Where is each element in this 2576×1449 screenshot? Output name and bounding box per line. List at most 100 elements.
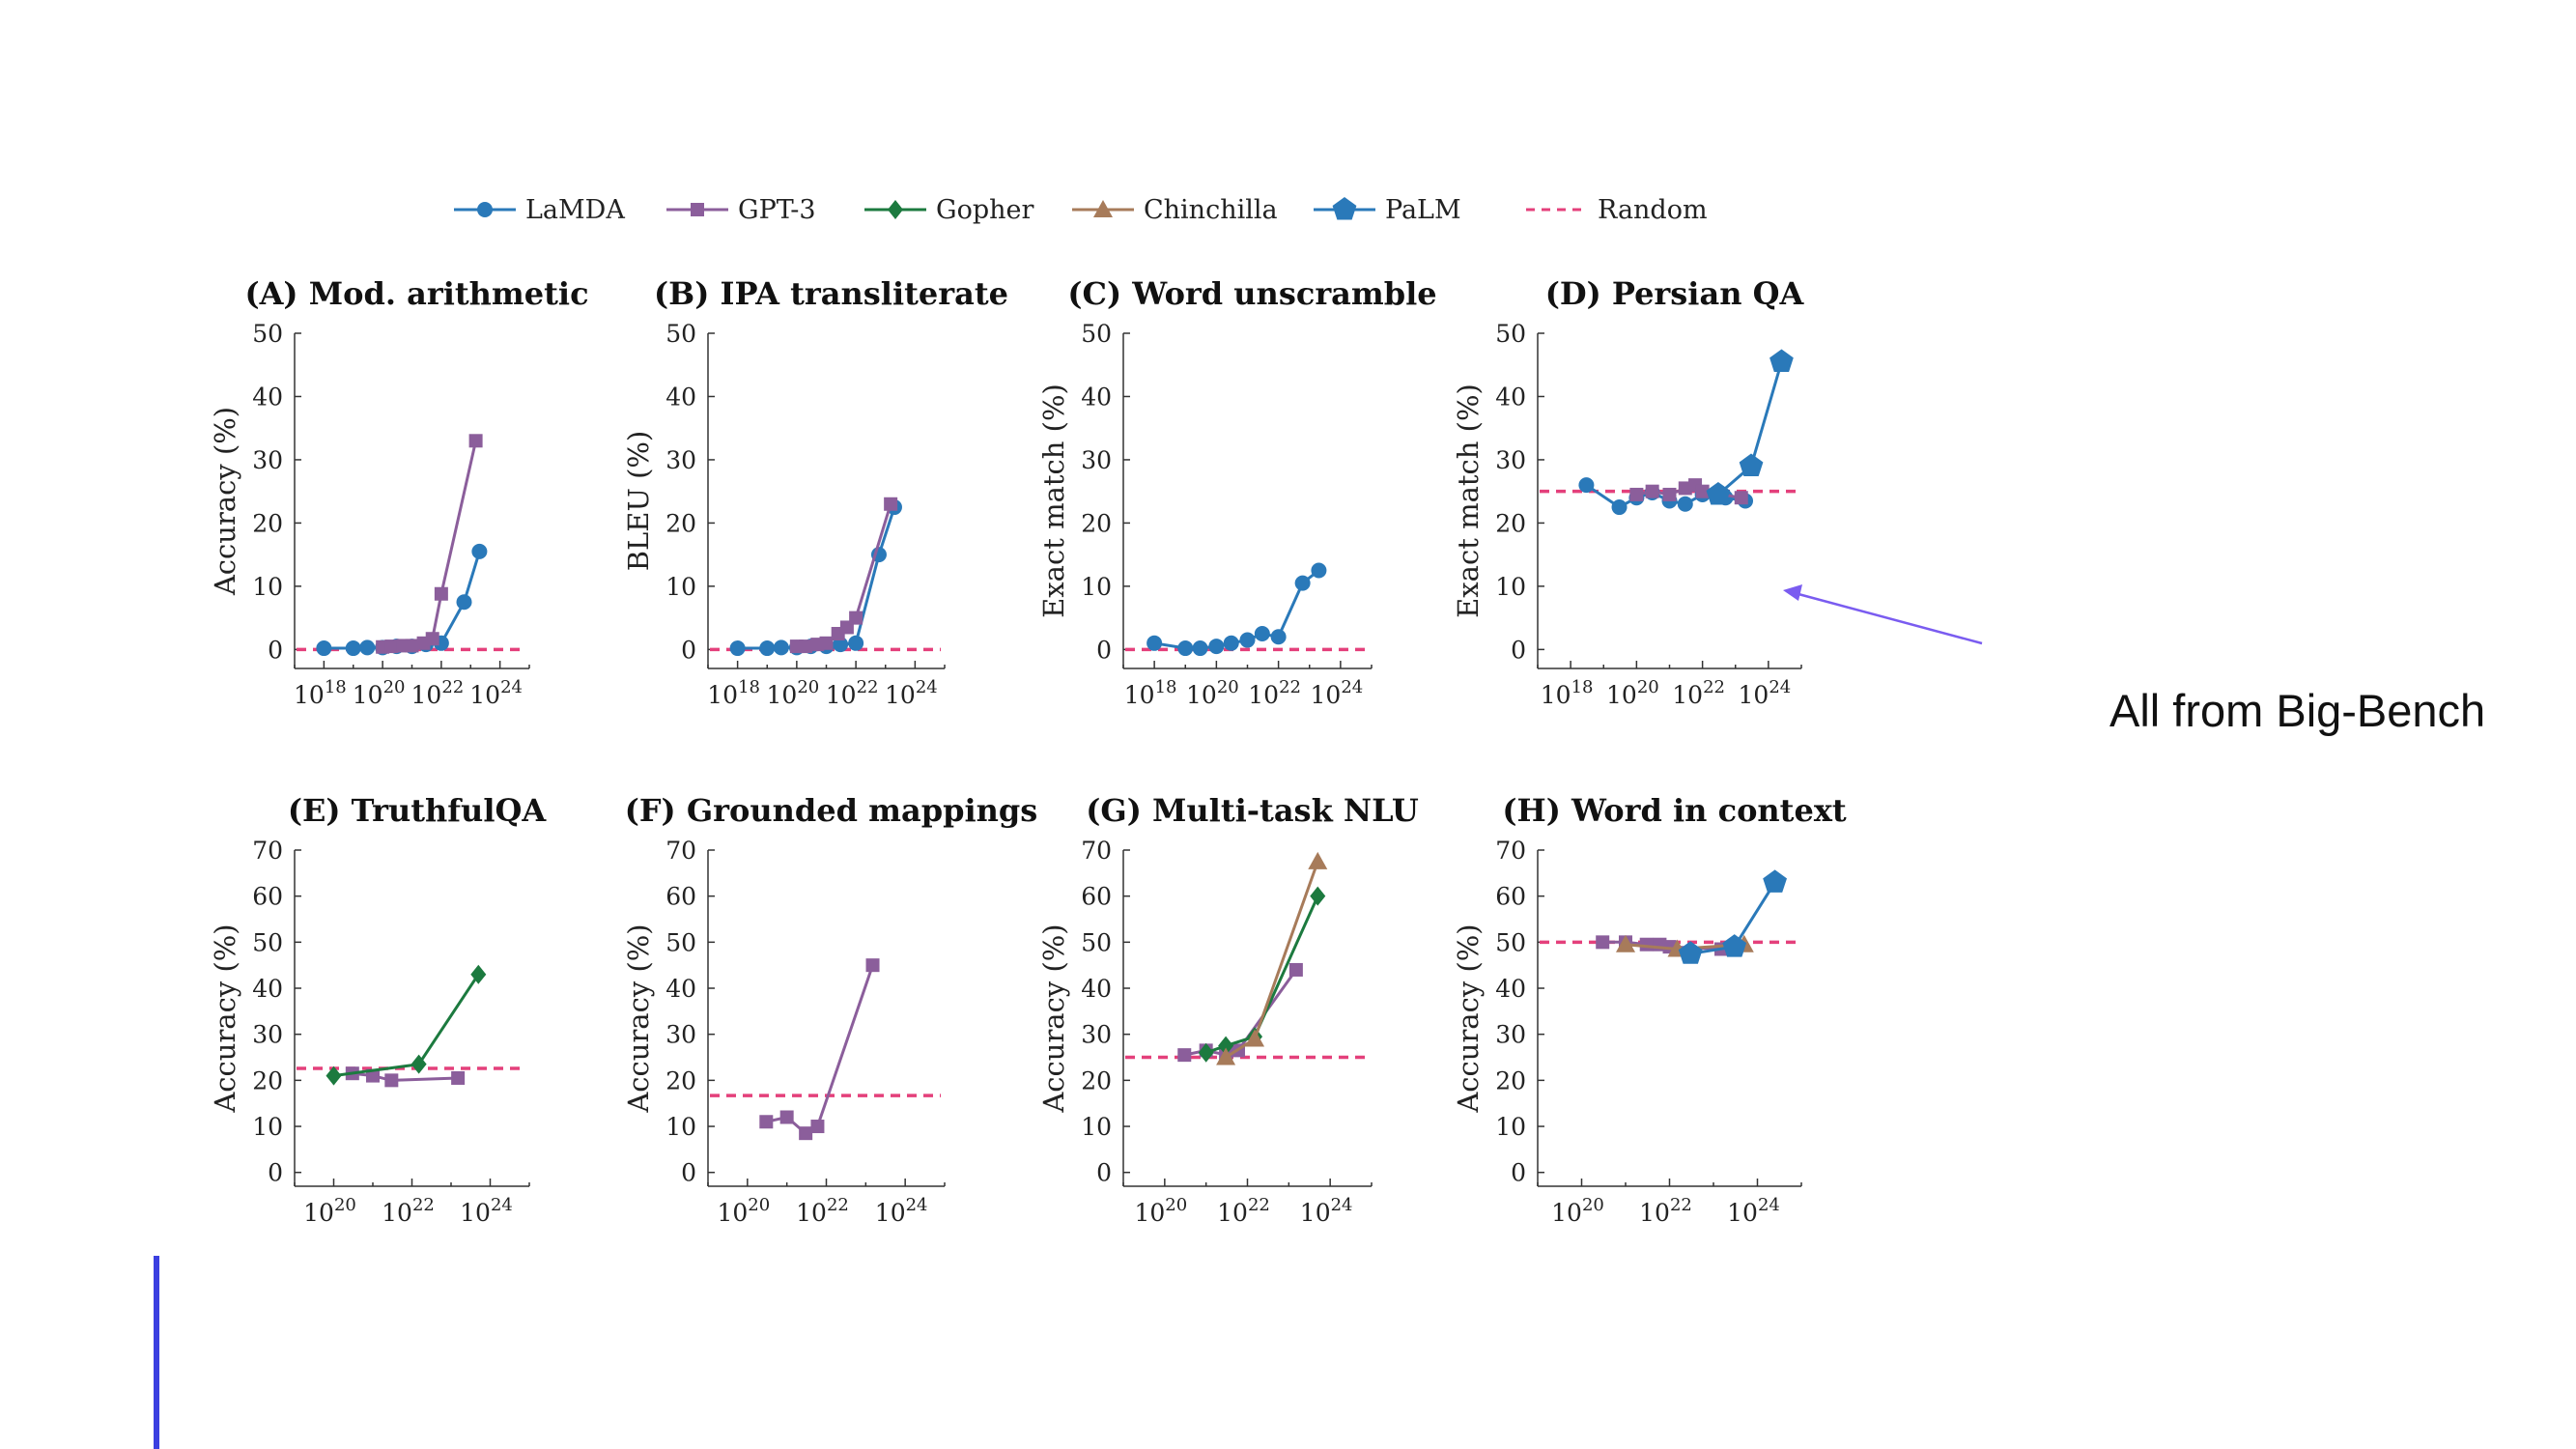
y-tick-label: 60 — [1495, 883, 1526, 911]
series-chinchilla — [1216, 851, 1328, 1065]
data-point — [1310, 886, 1326, 906]
data-point — [1616, 934, 1635, 952]
data-point — [359, 639, 376, 656]
data-point — [1177, 1048, 1192, 1063]
y-tick-label: 70 — [1495, 837, 1526, 865]
data-point — [884, 497, 898, 511]
legend-label: GPT-3 — [738, 195, 816, 225]
y-tick-label: 20 — [252, 509, 283, 537]
y-tick-label: 40 — [665, 975, 696, 1003]
data-point — [773, 639, 789, 656]
series-line — [333, 973, 480, 1078]
y-tick-label: 40 — [252, 975, 283, 1003]
x-tick-label: 1022 — [1248, 677, 1301, 709]
legend-label: Gopher — [936, 195, 1033, 225]
y-tick-label: 10 — [252, 573, 283, 601]
data-point — [1739, 453, 1764, 476]
data-point — [1177, 640, 1194, 657]
y-tick-label: 10 — [665, 1113, 696, 1141]
legend-marker — [888, 200, 903, 219]
panel-title: (D) Persian QA — [1545, 275, 1805, 312]
y-axis-label: Accuracy (%) — [1452, 923, 1485, 1113]
y-tick-label: 20 — [1081, 1066, 1112, 1094]
data-point — [384, 639, 399, 654]
x-tick-label: 1020 — [717, 1195, 770, 1227]
y-tick-label: 30 — [1495, 1021, 1526, 1049]
y-tick-label: 50 — [1081, 928, 1112, 956]
y-tick-label: 70 — [665, 837, 696, 865]
data-point — [1769, 349, 1794, 372]
y-tick-label: 40 — [1495, 383, 1526, 411]
y-tick-label: 20 — [1495, 509, 1526, 537]
y-tick-label: 30 — [665, 446, 696, 474]
data-point — [1629, 487, 1644, 501]
x-tick-label: 1024 — [1311, 677, 1364, 709]
data-point — [1198, 1042, 1214, 1063]
y-tick-label: 30 — [1081, 1021, 1112, 1049]
series-gpt-3 — [376, 434, 483, 654]
y-tick-label: 40 — [252, 383, 283, 411]
y-tick-label: 70 — [252, 837, 283, 865]
data-point — [345, 640, 361, 657]
data-point — [451, 1070, 466, 1085]
data-point — [799, 639, 813, 654]
x-tick-label: 1024 — [469, 677, 523, 709]
y-tick-label: 40 — [1081, 383, 1112, 411]
data-point — [1578, 477, 1595, 494]
annotation-arrow — [1783, 584, 1983, 645]
x-tick-label: 1020 — [303, 1195, 356, 1227]
data-point — [1239, 632, 1256, 648]
data-point — [849, 611, 863, 625]
data-point — [810, 1120, 825, 1134]
series-gpt-3 — [789, 497, 898, 654]
x-tick-label: 1018 — [1124, 677, 1177, 709]
data-point — [1311, 562, 1327, 579]
arrow-head — [1783, 584, 1802, 601]
data-point — [819, 636, 834, 650]
data-point — [1223, 635, 1239, 651]
data-point — [1308, 851, 1328, 869]
legend-item-lamda: LaMDA — [454, 195, 625, 225]
y-tick-label: 60 — [1081, 883, 1112, 911]
y-tick-label: 60 — [252, 883, 283, 911]
y-tick-label: 10 — [665, 573, 696, 601]
series-gopher — [326, 964, 487, 1086]
y-tick-label: 10 — [1081, 1113, 1112, 1141]
data-point — [1763, 869, 1787, 893]
y-tick-label: 30 — [1495, 446, 1526, 474]
y-axis-label: BLEU (%) — [622, 431, 655, 572]
x-tick-label: 1022 — [796, 1195, 849, 1227]
y-tick-label: 20 — [665, 1066, 696, 1094]
data-point — [1596, 935, 1610, 950]
series-palm — [1706, 349, 1794, 505]
data-point — [326, 1065, 342, 1086]
y-tick-label: 0 — [268, 636, 283, 664]
y-tick-label: 0 — [1511, 1159, 1526, 1187]
data-point — [434, 586, 448, 601]
x-tick-label: 1024 — [1300, 1195, 1353, 1227]
accent-bar — [154, 1256, 159, 1449]
x-tick-label: 1020 — [767, 677, 820, 709]
data-point — [759, 640, 776, 657]
side-note: All from Big-Bench — [2109, 685, 2486, 736]
data-point — [425, 632, 439, 646]
y-tick-label: 20 — [1081, 509, 1112, 537]
data-point — [405, 639, 419, 653]
y-axis-label: Exact match (%) — [1452, 384, 1485, 618]
y-tick-label: 30 — [1081, 446, 1112, 474]
y-tick-label: 40 — [1081, 975, 1112, 1003]
y-tick-label: 0 — [681, 636, 696, 664]
data-point — [471, 543, 488, 559]
series-palm — [1678, 869, 1787, 964]
x-tick-label: 1018 — [707, 677, 760, 709]
chart-panel-f: (F) Grounded mappings0102030405060701020… — [622, 792, 1037, 1227]
y-tick-label: 60 — [665, 883, 696, 911]
y-tick-label: 0 — [681, 1159, 696, 1187]
y-axis-label: Exact match (%) — [1037, 384, 1070, 618]
data-point — [865, 958, 880, 973]
